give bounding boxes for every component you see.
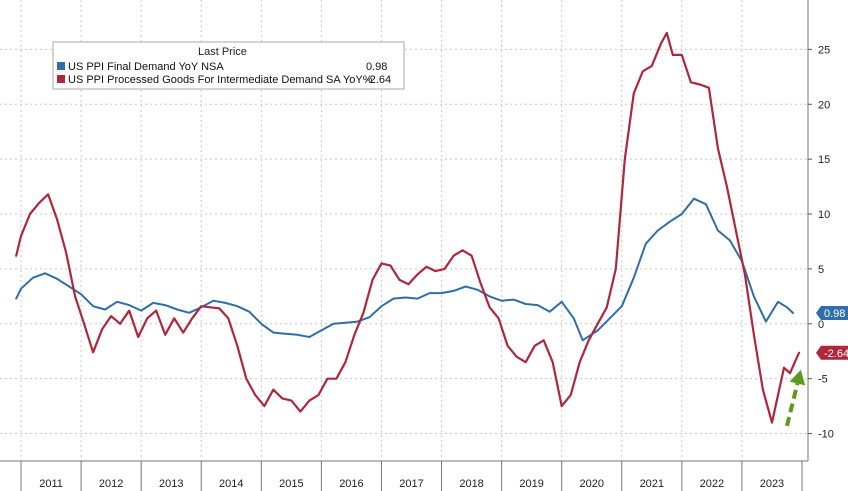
x-tick-label: 2015 <box>279 478 303 490</box>
x-tick-label: 2022 <box>700 478 724 490</box>
y-tick-label: -10 <box>818 429 834 441</box>
legend-header: Last Price <box>198 46 247 58</box>
y-tick-label: 5 <box>818 264 824 276</box>
plot-frame <box>0 0 809 462</box>
x-tick-label: 2016 <box>339 478 363 490</box>
x-tick-label: 2020 <box>579 478 603 490</box>
x-axis: 2011 2012 2013 2014 2015 2016 2017 2018 2019 2020… <box>20 461 803 491</box>
y-axis: -10 -5 0 5 10 15 20 25 <box>808 44 834 441</box>
series-line-processed-goods <box>15 31 801 424</box>
trend-arrow-annotation <box>785 369 806 427</box>
y-tick-label: 0 <box>818 319 824 331</box>
last-value-badge-processed-goods: -2.64 <box>816 345 848 360</box>
y-tick-label: 10 <box>818 209 830 221</box>
legend-value-processed-goods: -2.64 <box>366 74 391 86</box>
y-tick-label: -5 <box>818 374 828 386</box>
trend-arrow-head <box>789 369 806 386</box>
x-tick-label: 2011 <box>39 478 63 490</box>
last-value-badges: 0.98 -2.64 <box>816 306 848 360</box>
series-line-final-demand <box>15 197 794 342</box>
legend-box <box>52 41 405 90</box>
legend-swatch-processed-goods <box>57 75 65 83</box>
x-tick-label: 2014 <box>219 478 243 490</box>
legend-label-processed-goods: US PPI Processed Goods For Intermediate … <box>68 74 373 86</box>
y-tick-label: 20 <box>818 99 830 111</box>
x-tick-label: 2018 <box>459 478 483 490</box>
last-value-badge-text: -2.64 <box>824 348 848 360</box>
y-tick-label: 25 <box>818 44 830 56</box>
y-tick-label: 15 <box>818 154 830 166</box>
last-value-badge-text: 0.98 <box>824 308 845 320</box>
legend: Last Price US PPI Final Demand YoY NSA 0… <box>52 41 405 90</box>
legend-value-final-demand: 0.98 <box>366 61 387 73</box>
x-tick-label: 2017 <box>399 478 423 490</box>
x-tick-label: 2023 <box>760 478 784 490</box>
last-value-badge-final-demand: 0.98 <box>816 306 848 321</box>
x-tick-label: 2012 <box>99 478 123 490</box>
x-tick-label: 2021 <box>640 478 664 490</box>
x-tick-label: 2019 <box>519 478 543 490</box>
series-lines <box>15 31 801 424</box>
legend-swatch-final-demand <box>57 62 65 70</box>
trend-arrow-shaft <box>785 383 800 427</box>
x-tick-label: 2013 <box>159 478 183 490</box>
legend-label-final-demand: US PPI Final Demand YoY NSA <box>68 61 224 73</box>
